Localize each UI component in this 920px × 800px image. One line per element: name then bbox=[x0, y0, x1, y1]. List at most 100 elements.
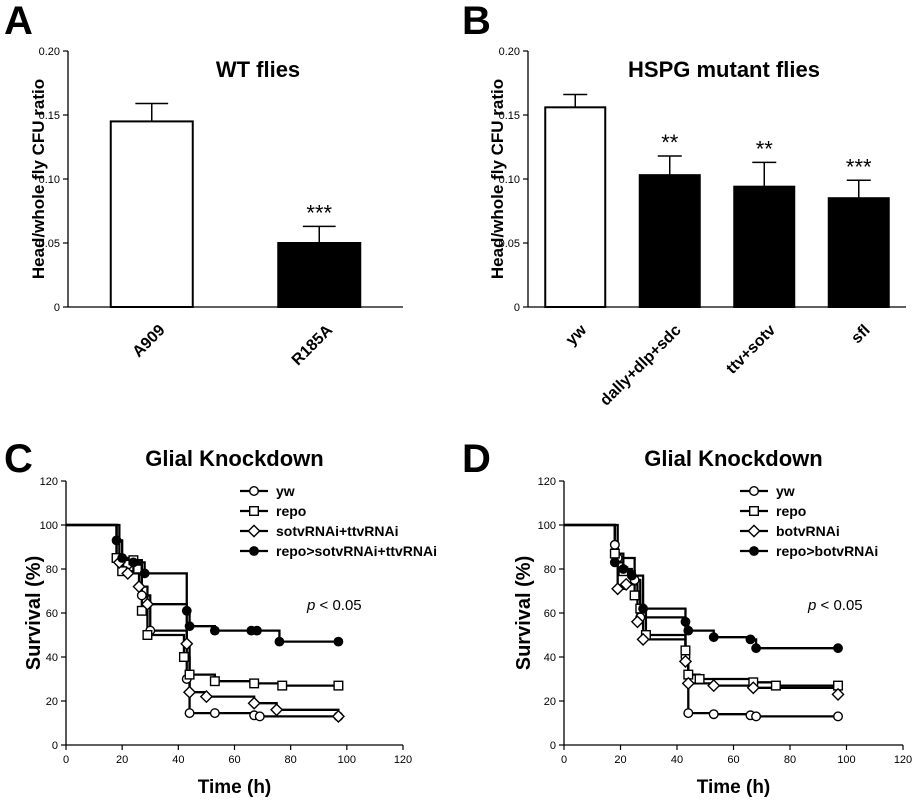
data-point bbox=[247, 696, 261, 710]
panel-b-bar-chart: 0 0.05 0.10 0.15 0.20 HSPG mutant flies Head/w… bbox=[488, 46, 906, 409]
x-tick-label: 100 bbox=[837, 754, 855, 766]
p-value-label: p < 0.05 bbox=[306, 597, 362, 614]
data-point bbox=[609, 539, 620, 550]
data-point bbox=[751, 711, 762, 722]
data-point bbox=[136, 590, 147, 601]
data-point bbox=[636, 632, 650, 646]
y-tick-label: 0.10 bbox=[499, 174, 520, 186]
x-axis-label: Time (h) bbox=[198, 777, 272, 798]
y-tick-label: 80 bbox=[46, 564, 58, 576]
data-point bbox=[694, 674, 705, 685]
data-point bbox=[770, 680, 781, 691]
category-label: yw bbox=[563, 321, 591, 349]
p-value-text: < 0.05 bbox=[315, 597, 361, 614]
panel-d-survival-chart: 0 20 40 60 80 100 120 0 20 40 60 80 100 120 Glial Knoc… bbox=[513, 446, 912, 798]
data-point bbox=[248, 506, 259, 517]
data-point bbox=[274, 636, 285, 647]
data-point bbox=[609, 557, 620, 568]
x-tick-label: 20 bbox=[116, 754, 128, 766]
data-point bbox=[333, 636, 344, 647]
y-tick-label: 40 bbox=[46, 652, 58, 664]
y-tick-label: 100 bbox=[538, 520, 556, 532]
data-point bbox=[209, 708, 220, 719]
x-tick-label: 60 bbox=[727, 754, 739, 766]
bar bbox=[733, 185, 796, 308]
y-axis-label: Head/whole fly CFU ratio bbox=[488, 79, 507, 279]
data-point bbox=[751, 643, 761, 654]
data-point bbox=[619, 577, 633, 591]
legend-label: sotvRNAi+ttvRNAi bbox=[276, 523, 399, 539]
data-point bbox=[184, 708, 195, 719]
data-point bbox=[707, 679, 721, 693]
x-tick-label: 40 bbox=[172, 754, 184, 766]
legend-label: yw bbox=[276, 483, 295, 499]
x-tick-label: 100 bbox=[338, 754, 356, 766]
data-point bbox=[745, 634, 756, 645]
data-point bbox=[683, 708, 694, 719]
y-tick-label: 20 bbox=[46, 696, 58, 708]
data-point bbox=[139, 568, 150, 579]
legend-label: repo>sotvRNAi+ttvRNAi bbox=[276, 543, 437, 559]
y-tick-label: 120 bbox=[40, 476, 58, 488]
data-point bbox=[254, 711, 265, 722]
x-tick-label: 120 bbox=[394, 754, 412, 766]
y-tick-label: 60 bbox=[46, 608, 58, 620]
data-point bbox=[249, 546, 259, 556]
y-tick-label: 120 bbox=[538, 476, 556, 488]
data-point bbox=[833, 643, 843, 654]
x-tick-label: 0 bbox=[561, 754, 567, 766]
data-point bbox=[749, 546, 759, 556]
data-point bbox=[681, 676, 695, 690]
category-label: A909 bbox=[130, 322, 169, 361]
data-point bbox=[708, 709, 719, 720]
x-tick-label: 20 bbox=[614, 754, 626, 766]
data-point bbox=[252, 625, 262, 636]
data-point bbox=[680, 616, 691, 627]
y-tick-label: 0.15 bbox=[39, 110, 60, 122]
x-tick-label: 0 bbox=[63, 754, 69, 766]
x-tick-label: 80 bbox=[285, 754, 297, 766]
data-point bbox=[277, 680, 288, 691]
data-point bbox=[678, 654, 693, 668]
data-point bbox=[132, 580, 146, 594]
y-axis-label: Survival (%) bbox=[513, 556, 535, 670]
data-point bbox=[182, 685, 197, 699]
y-tick-label: 0 bbox=[54, 302, 60, 314]
legend-label: repo bbox=[776, 503, 806, 519]
x-tick-label: 60 bbox=[228, 754, 240, 766]
data-point bbox=[247, 524, 261, 538]
data-point bbox=[181, 605, 192, 616]
data-point bbox=[749, 506, 760, 517]
data-point bbox=[680, 645, 691, 656]
x-axis-label: Time (h) bbox=[697, 777, 771, 798]
category-label: sfl bbox=[848, 322, 873, 347]
x-tick-label: 120 bbox=[894, 754, 912, 766]
significance-label: *** bbox=[306, 200, 332, 225]
y-axis-label: Head/whole fly CFU ratio bbox=[29, 79, 48, 279]
significance-label: ** bbox=[661, 130, 679, 155]
panel-letter-d: D bbox=[462, 437, 491, 481]
panel-a-bar-chart: 0 0.05 0.10 0.15 0.20 WT flies Head/whole fly … bbox=[29, 46, 403, 369]
data-point bbox=[626, 570, 637, 581]
data-point bbox=[331, 709, 345, 723]
bar bbox=[277, 242, 362, 308]
data-point bbox=[638, 603, 648, 614]
panel-letter-b: B bbox=[462, 0, 491, 43]
y-tick-label: 0.10 bbox=[39, 174, 60, 186]
significance-label: ** bbox=[756, 136, 774, 161]
data-point bbox=[249, 678, 260, 689]
data-point bbox=[708, 632, 719, 643]
y-tick-label: 40 bbox=[544, 652, 556, 664]
legend-label: repo bbox=[276, 503, 306, 519]
data-point bbox=[128, 557, 139, 568]
data-point bbox=[140, 597, 155, 611]
p-value-label: p < 0.05 bbox=[807, 597, 863, 614]
legend-label: yw bbox=[776, 483, 795, 499]
y-tick-label: 0.05 bbox=[499, 238, 520, 250]
data-point bbox=[611, 582, 625, 596]
category-label: ttv+sotv bbox=[723, 322, 779, 378]
bar bbox=[638, 174, 701, 308]
panel-letter-a: A bbox=[4, 0, 33, 43]
significance-label: *** bbox=[846, 154, 872, 179]
